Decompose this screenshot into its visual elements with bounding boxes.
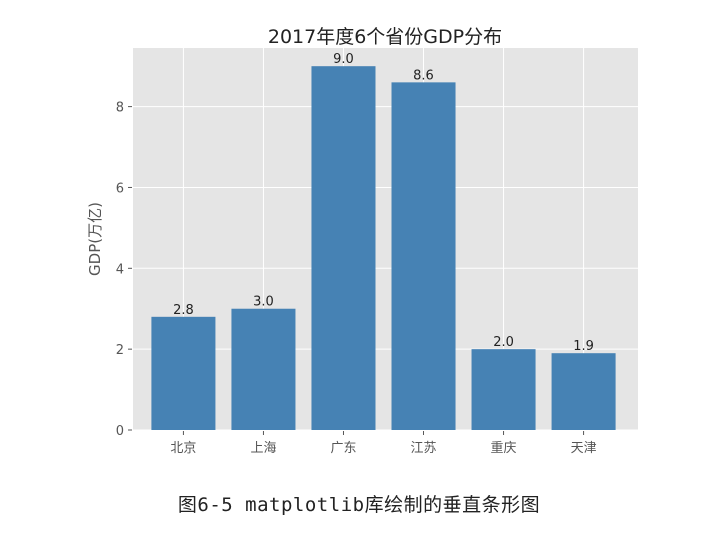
bar-chart: 2.8 3.0 9.0 8.6 2.0 1.9 0 2 4 6 8 北京 上海 广东 江苏 重庆 天津 20… — [86, 26, 638, 456]
bar-4 — [471, 349, 536, 430]
bar-2 — [311, 66, 376, 430]
x-tick-label: 上海 — [250, 441, 276, 456]
data-label: 9.0 — [333, 52, 354, 67]
x-tick-label: 北京 — [170, 441, 196, 456]
bar-0 — [151, 316, 216, 430]
chart-title: 2017年度6个省份GDP分布 — [268, 26, 502, 48]
y-tick-label: 2 — [116, 343, 124, 358]
bars — [151, 66, 616, 430]
figure-caption: 图6-5 matplotlib库绘制的垂直条形图 — [177, 494, 541, 516]
data-label: 1.9 — [573, 339, 594, 354]
y-tick-label: 0 — [116, 424, 124, 439]
data-label: 8.6 — [413, 68, 434, 83]
data-labels: 2.8 3.0 9.0 8.6 2.0 1.9 — [173, 52, 594, 354]
data-label: 2.8 — [173, 303, 194, 318]
x-tick-label: 江苏 — [411, 440, 437, 456]
y-tick-label: 6 — [116, 181, 124, 196]
data-label: 2.0 — [493, 335, 514, 350]
y-axis-ticks: 0 2 4 6 8 — [116, 101, 132, 439]
y-axis-label: GDP(万亿) — [86, 202, 104, 276]
bar-1 — [231, 308, 296, 430]
y-tick-label: 4 — [116, 262, 124, 277]
x-tick-label: 天津 — [571, 441, 597, 456]
x-tick-label: 广东 — [330, 441, 356, 456]
data-label: 3.0 — [253, 295, 274, 310]
x-axis-ticks: 北京 上海 广东 江苏 重庆 天津 — [170, 431, 597, 456]
bar-5 — [551, 353, 616, 430]
x-tick-label: 重庆 — [491, 440, 517, 456]
y-tick-label: 8 — [116, 101, 124, 116]
bar-3 — [391, 82, 456, 430]
